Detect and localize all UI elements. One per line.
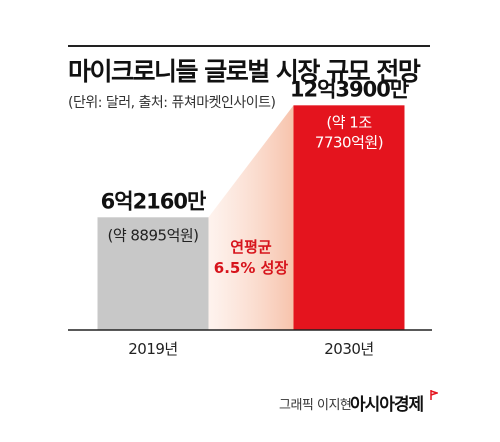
title-top-rule <box>68 45 430 47</box>
converted-label-2030-line2: 7730억원) <box>315 133 383 151</box>
graphic-credit: 그래픽 이지현 <box>279 398 352 413</box>
chart-title: 마이크로니들 글로벌 시장 규모 전망 <box>68 57 421 86</box>
bar-2030 <box>293 105 405 330</box>
growth-band <box>208 105 294 330</box>
converted-label-2030-line1: (약 1조 <box>326 113 372 131</box>
growth-annotation-line2: 6.5% 성장 <box>214 259 289 277</box>
x-tick-label-2019: 2019년 <box>128 340 177 358</box>
red-flag-icon <box>430 390 438 400</box>
x-tick-label-2030: 2030년 <box>324 340 373 358</box>
bar-2019 <box>97 217 209 330</box>
publisher-logo-text: 아시아경제 <box>350 395 424 415</box>
value-label-2019: 6억2160만 <box>101 189 206 213</box>
converted-label-2019: (약 8895억원) <box>107 226 198 244</box>
growth-annotation-line1: 연평균 <box>230 238 272 256</box>
chart-subtitle: (단위: 달러, 출처: 퓨쳐마켓인사이트) <box>68 95 276 111</box>
value-label-2030: 12억3900만 <box>290 77 409 101</box>
